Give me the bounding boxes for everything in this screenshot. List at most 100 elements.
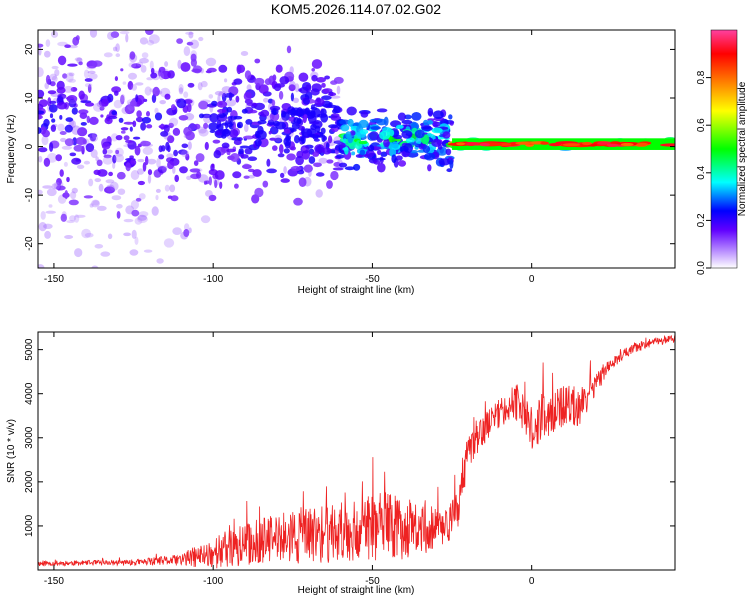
spectrogram-blob: [82, 0, 89, 1]
spectrogram-blob: [330, 115, 342, 121]
spectrogram-blob: [111, 86, 121, 93]
spectrogram-blob: [83, 195, 94, 199]
spectrogram-blob: [142, 24, 149, 29]
spectrogram-blob: [183, 46, 191, 57]
spectrogram-blob: [130, 15, 140, 22]
spectrogram-blob: [208, 194, 217, 202]
spectrogram-blob: [120, 94, 125, 105]
spectrogram-blob: [186, 175, 192, 180]
spectrogram-blob: [102, 148, 108, 155]
spectrogram-blob: [272, 108, 277, 116]
spectrogram-blob: [174, 174, 179, 183]
spectrogram-blob: [310, 134, 320, 139]
spectrogram-blob: [243, 163, 250, 169]
spectrogram-blob: [244, 123, 249, 133]
spectrogram-blob: [172, 127, 181, 136]
colorbar-tick-label: 0.6: [696, 118, 707, 132]
spectrogram-blob: [311, 68, 316, 72]
spectrogram-blob: [68, 99, 77, 108]
spectrogram-blob: [110, 133, 119, 142]
spectrogram-blob: [62, 296, 68, 303]
spectrogram-blob: [242, 164, 252, 170]
spectrogram-blob: [260, 109, 270, 117]
spectrogram-blob: [275, 64, 283, 73]
spectrogram-blob: [442, 131, 451, 139]
spectrogram-blob: [427, 164, 432, 172]
spectrogram-blob: [120, 68, 124, 72]
spectrogram-blob: [178, 115, 189, 121]
spectrogram-blob: [188, 227, 192, 234]
spectrogram-blob: [170, 195, 179, 202]
spectrogram-blob: [636, 142, 649, 146]
spectrogram-blob: [280, 178, 290, 183]
spectrogram-blob: [84, 83, 93, 88]
spectrogram-blob: [135, 82, 144, 86]
spectrogram-blob: [156, 258, 164, 264]
spectrogram-blob: [218, 64, 228, 73]
spectrogram-blob: [205, 57, 217, 67]
spectrogram-blob: [59, 115, 63, 120]
spectrogram-blob: [218, 114, 226, 118]
spectrogram-blob: [463, 142, 482, 146]
spectrogram-blob: [235, 95, 240, 103]
spectrogram-blob: [71, 125, 81, 135]
spectrogram-blob: [620, 142, 634, 147]
spectrogram-blob: [155, 188, 161, 193]
spectrogram-blob: [101, 142, 111, 150]
spectrogram-blob: [112, 46, 118, 52]
spectrogram-blob: [59, 169, 64, 177]
spectrogram-blob: [91, 265, 99, 268]
spectrogram-blob: [271, 99, 276, 107]
spectrogram-blob: [292, 97, 299, 104]
spectrogram-blob: [193, 160, 199, 167]
spectrogram-blob: [254, 187, 264, 198]
spectrogram-blob: [200, 67, 204, 74]
spectrogram-blob: [116, 204, 123, 209]
spectrogram-blob: [47, 90, 57, 95]
spectrogram-blob: [310, 124, 317, 130]
spectrogram-blob: [122, 8, 131, 18]
spectrogram-blob: [133, 136, 141, 140]
spectrogram-blob: [168, 122, 174, 129]
spectrogram-blob: [283, 148, 290, 154]
spectrogram-blob: [308, 169, 312, 177]
snr-x-tick-label: -100: [203, 576, 223, 587]
spectrogram-blob: [84, 102, 95, 107]
spectrogram-blob: [137, 215, 148, 223]
spectrogram-blob: [112, 162, 116, 169]
spectrogram-y-tick-label: 10: [24, 92, 35, 104]
spectrogram-blob: [123, 218, 134, 223]
spectrogram-blob: [111, 195, 122, 201]
spectrogram-blob: [181, 150, 190, 158]
spectrogram-blob: [232, 171, 242, 179]
spectrogram-blob: [47, 21, 52, 27]
spectrogram-blob: [84, 232, 94, 238]
spectrogram-blob: [332, 109, 338, 114]
spectrogram-blob: [137, 180, 145, 186]
spectrogram-blob: [188, 31, 194, 39]
spectrogram-blob: [178, 149, 188, 155]
spectrogram-blob: [540, 141, 550, 145]
spectrogram-blob: [34, 25, 44, 29]
spectrogram-blob: [76, 164, 85, 169]
spectrogram-blob: [105, 184, 115, 193]
spectrogram-blob: [313, 162, 322, 168]
spectrogram-blob: [123, 135, 130, 141]
spectrogram-blob: [304, 107, 310, 115]
spectrogram-blob: [401, 119, 413, 125]
spectrogram-blob: [597, 141, 610, 145]
spectrogram-blob: [85, 143, 95, 153]
spectrogram-blob: [64, 44, 71, 48]
spectrogram-blob: [49, 100, 57, 104]
spectrogram-blob: [218, 91, 227, 97]
spectrogram-blob: [446, 168, 453, 173]
spectrogram-blob: [582, 141, 592, 146]
spectrogram-blob: [38, 189, 43, 195]
spectrogram-blob: [303, 114, 308, 120]
spectrogram-blob: [90, 149, 98, 159]
spectrogram-blob: [121, 106, 131, 115]
spectrogram-blob: [336, 85, 341, 95]
spectrogram-blob: [347, 118, 354, 127]
spectrogram-blob: [237, 124, 242, 128]
